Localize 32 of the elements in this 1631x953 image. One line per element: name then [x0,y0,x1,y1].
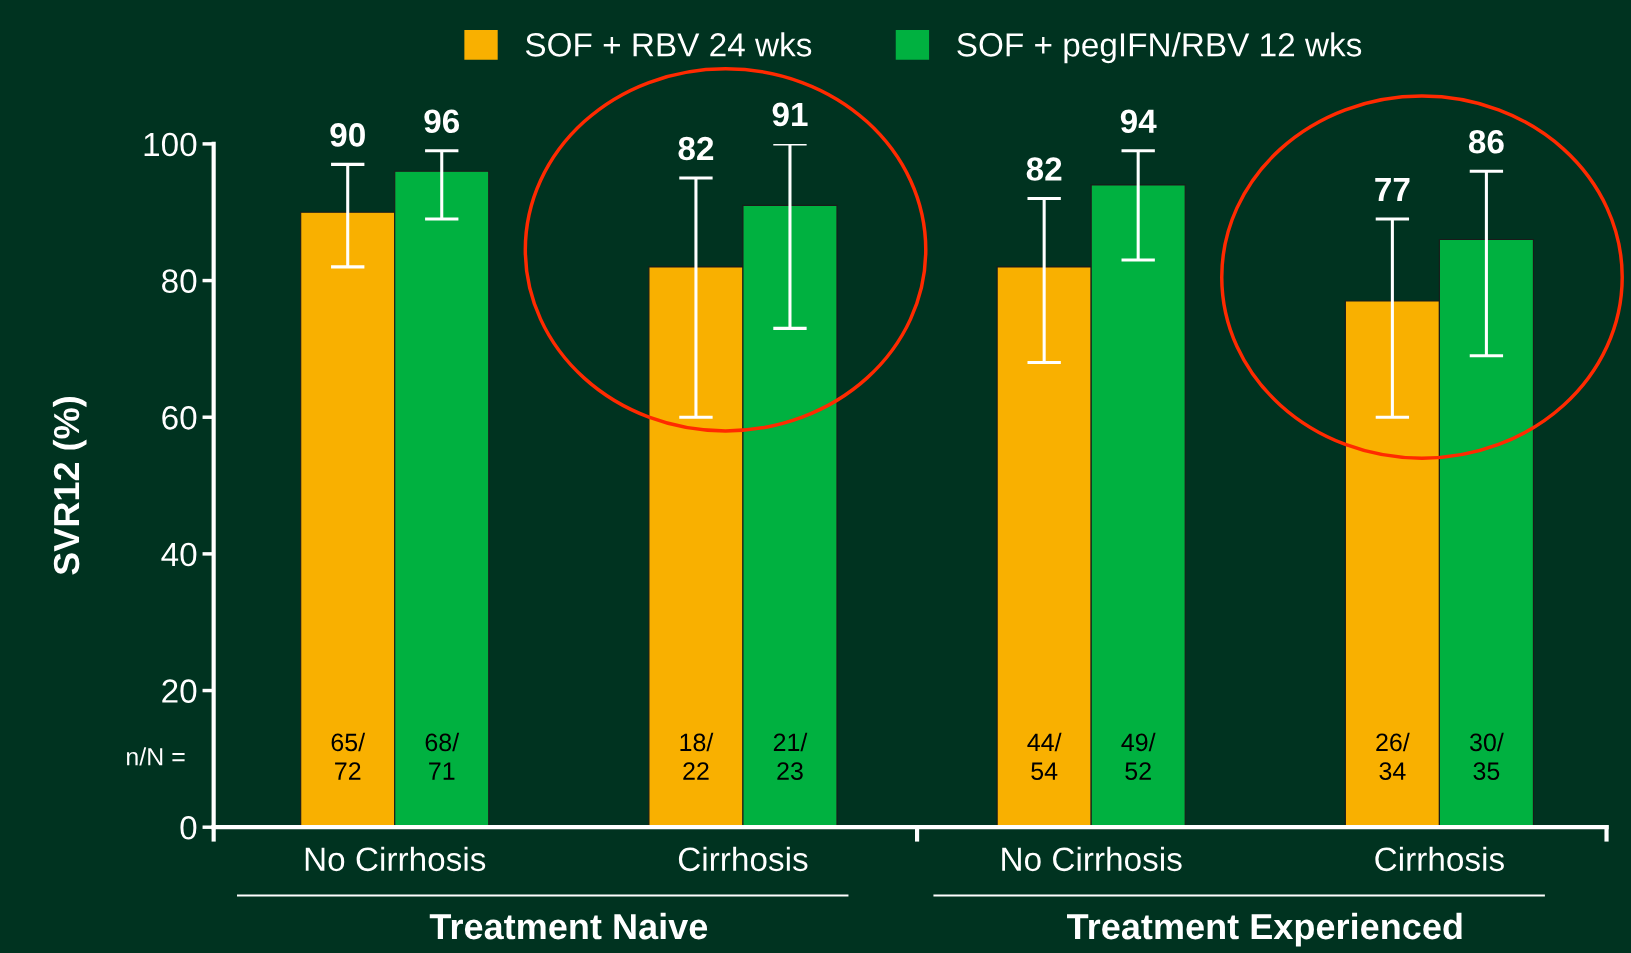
x-tick-label: No Cirrhosis [305,846,486,872]
y-tick-label: 20 [162,679,197,703]
legend-label: SOF + pegIFN/RBV 12 wks [957,32,1362,64]
annotation: 26/ 34 [1376,732,1410,780]
y-axis-title: SVR12 (%) [52,397,87,575]
legend-label: SOF + RBV 24 wks [525,32,812,57]
x-tick-label: Cirrhosis [678,846,808,872]
data-label: 96 [424,109,460,134]
text: Treatment Experienced [1067,912,1462,947]
annotation: 30/ 35 [1469,732,1504,780]
annotation: 68/ 71 [425,732,460,780]
annotation: 21/ 23 [773,732,808,780]
data-label: 86 [1468,129,1504,154]
y-tick-label: 60 [162,406,197,430]
data-label: 82 [1026,157,1062,181]
data-label: 94 [1120,109,1157,134]
data-label: 77 [1375,178,1410,202]
y-tick-label: 100 [144,132,197,157]
annotation: 44/ 54 [1027,732,1062,780]
annotation: 18/ 22 [680,732,714,780]
y-tick-label: 80 [162,269,197,293]
data-label: 90 [330,123,365,147]
annotation: 49/ 52 [1121,732,1156,780]
text: Treatment Naive [429,912,708,940]
x-tick-label: Cirrhosis [1375,846,1504,872]
data-label: 82 [678,136,714,161]
data-label: 91 [772,102,808,127]
y-tick-label: 0 [180,816,197,840]
text: n/N = [127,747,185,766]
y-tick-label: 40 [161,542,197,567]
annotation: 65/ 72 [331,732,366,780]
x-tick-label: No Cirrhosis [1002,846,1182,872]
